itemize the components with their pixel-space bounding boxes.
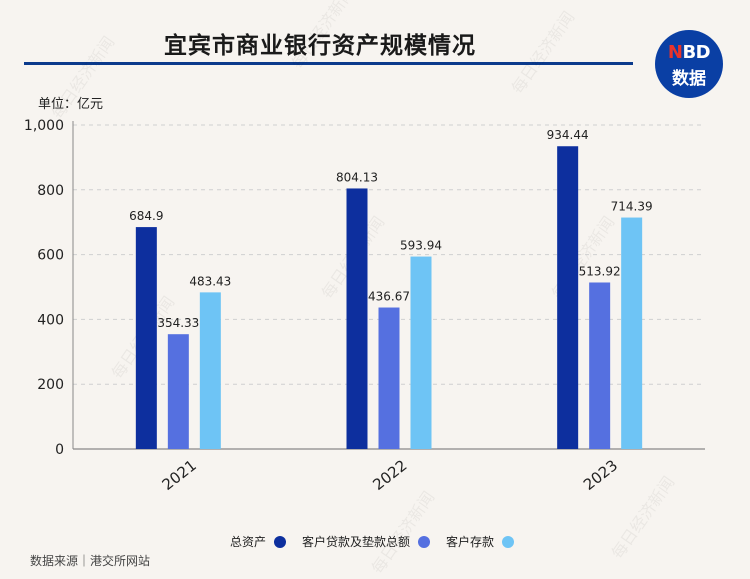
data-label: 436.67 xyxy=(368,290,410,304)
bar xyxy=(378,307,400,449)
bar xyxy=(346,188,368,449)
source-note: 数据来源｜港交所网站 xyxy=(30,554,151,568)
y-tick-label: 400 xyxy=(37,312,64,328)
watermark-text: 每日经济新闻 xyxy=(288,0,359,72)
bar xyxy=(199,292,221,449)
data-label: 513.92 xyxy=(579,264,621,278)
nbd-logo: NBD 数据 xyxy=(655,30,723,98)
y-tick-label: 0 xyxy=(55,442,64,458)
unit-label: 单位：亿元 xyxy=(38,97,104,112)
x-tick-label: 2021 xyxy=(159,456,200,494)
data-label: 354.33 xyxy=(157,316,199,330)
data-label: 934.44 xyxy=(547,128,589,142)
legend-swatch-deposits xyxy=(502,535,515,548)
logo-data-text: 数据 xyxy=(672,69,706,89)
chart-title: 宜宾市商业银行资产规模情况 xyxy=(164,33,476,59)
data-label: 714.39 xyxy=(611,200,653,214)
legend-label-total-assets: 总资产 xyxy=(230,535,267,549)
bar xyxy=(557,146,579,449)
logo-bd: BD xyxy=(682,42,711,63)
data-label: 804.13 xyxy=(336,170,378,184)
x-tick-label: 2022 xyxy=(369,456,410,494)
legend-item-total-assets: 总资产 xyxy=(230,533,287,550)
bar xyxy=(589,282,611,449)
logo-n: N xyxy=(667,42,683,63)
y-tick-label: 200 xyxy=(37,377,64,393)
legend-swatch-total-assets xyxy=(274,535,287,548)
watermark-text: 每日经济新闻 xyxy=(48,33,119,123)
legend-label-loans: 客户贷款及垫款总额 xyxy=(302,535,411,549)
y-tick-label: 1,000 xyxy=(24,118,64,134)
bar xyxy=(135,227,157,449)
legend-item-loans: 客户贷款及垫款总额 xyxy=(302,533,431,550)
y-tick-label: 800 xyxy=(37,183,64,199)
watermark-text: 每日经济新闻 xyxy=(608,473,679,563)
data-label: 684.9 xyxy=(129,209,163,223)
legend: 总资产 客户贷款及垫款总额 客户存款 xyxy=(230,533,530,550)
data-label: 483.43 xyxy=(189,274,231,288)
legend-item-deposits: 客户存款 xyxy=(446,533,515,550)
title-underline xyxy=(24,62,633,65)
y-tick-label: 600 xyxy=(37,248,64,264)
data-label: 593.94 xyxy=(400,239,442,253)
bar xyxy=(410,256,432,449)
legend-swatch-loans xyxy=(418,535,431,548)
x-tick-label: 2023 xyxy=(580,456,621,494)
legend-label-deposits: 客户存款 xyxy=(446,535,495,549)
watermark-text: 每日经济新闻 xyxy=(508,8,579,98)
bar xyxy=(167,334,189,449)
bar xyxy=(621,217,643,449)
